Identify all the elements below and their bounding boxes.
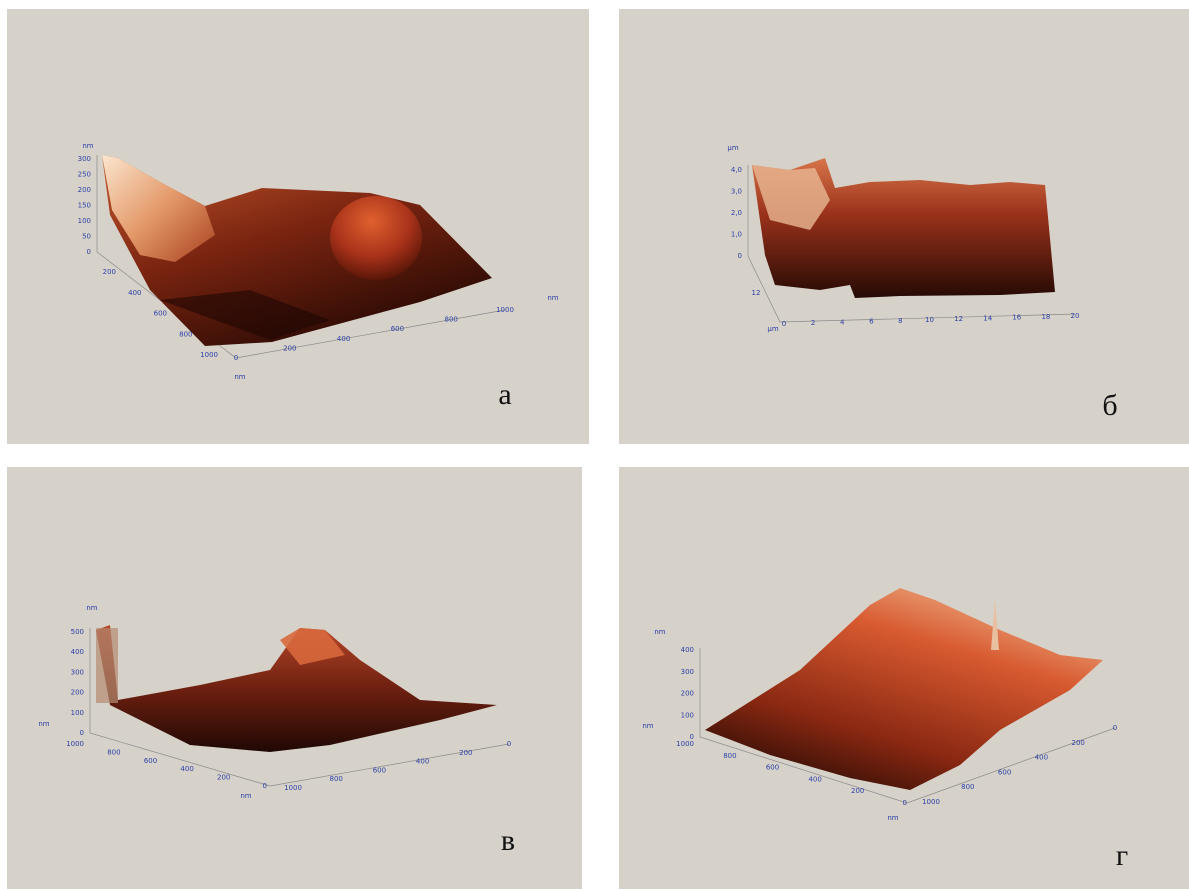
tick-label: 20 (1071, 312, 1080, 320)
axis-unit: nm (240, 792, 251, 800)
tick-label: 800 (179, 330, 192, 338)
surface (747, 158, 1076, 323)
tick-label: 0 (263, 782, 267, 790)
tick-label: 3,0 (731, 188, 742, 196)
tick-label: 800 (445, 316, 458, 324)
tick-label: 400 (416, 758, 429, 766)
tick-label: 500 (71, 628, 84, 636)
tick-label: 1000 (284, 784, 302, 792)
tick-label: 0 (738, 252, 742, 260)
axis-unit: nm (887, 814, 898, 822)
tick-label: 1000 (496, 306, 514, 314)
tick-label: 200 (851, 787, 864, 795)
tick-label: 0 (690, 733, 694, 741)
panel-label: б (1102, 389, 1117, 422)
tick-label: 600 (391, 325, 404, 333)
tick-label: 600 (766, 764, 779, 772)
tick-label: 150 (78, 202, 91, 210)
tick-label: 200 (71, 689, 84, 697)
tick-label: 12 (954, 315, 963, 323)
tick-label: 50 (82, 233, 91, 241)
tick-label: 1000 (676, 740, 694, 748)
axis-unit: nm (547, 294, 558, 302)
tick-label: 200 (459, 749, 472, 757)
tick-label: 12 (752, 289, 761, 297)
tick-label: 300 (78, 155, 91, 163)
tick-label: 1000 (200, 351, 218, 359)
tick-label: 0 (234, 354, 238, 362)
tick-label: 100 (78, 217, 91, 225)
tick-label: 400 (180, 765, 193, 773)
tick-label: 16 (1012, 314, 1021, 322)
tick-label: 0 (80, 729, 84, 737)
tick-label: 800 (723, 752, 736, 760)
tick-label: 14 (983, 314, 992, 322)
tick-label: 600 (154, 310, 167, 318)
tick-label: 800 (107, 748, 120, 756)
tick-label: 300 (681, 668, 694, 676)
tick-label: 200 (217, 774, 230, 782)
tick-label: 2,0 (731, 209, 742, 217)
tick-label: 300 (71, 668, 84, 676)
tick-label: 400 (681, 646, 694, 654)
tick-label: 8 (898, 317, 902, 325)
tick-label: 400 (808, 775, 821, 783)
axis-unit: nm (654, 628, 665, 636)
axis-unit: µm (767, 325, 778, 333)
axis-unit: nm (642, 722, 653, 730)
tick-label: 800 (330, 775, 343, 783)
surface (96, 155, 506, 359)
tick-label: 0 (782, 320, 786, 328)
surface (699, 588, 1116, 804)
tick-label: 200 (103, 268, 116, 276)
tick-label: 200 (283, 344, 296, 352)
tick-label: 250 (78, 171, 91, 179)
tick-label: 200 (681, 690, 694, 698)
tick-label: 200 (1072, 739, 1085, 747)
panel-label: а (498, 378, 511, 411)
tick-label: 10 (925, 316, 934, 324)
tick-label: 18 (1041, 313, 1050, 321)
tick-label: 100 (681, 711, 694, 719)
axis-unit: nm (86, 604, 97, 612)
tick-label: 1,0 (731, 231, 742, 239)
tick-label: 400 (128, 289, 141, 297)
panel-label: в (501, 824, 515, 857)
axis-unit: nm (38, 720, 49, 728)
tick-label: 4 (840, 318, 845, 326)
tick-label: 4,0 (731, 166, 742, 174)
tick-label: 0 (507, 740, 511, 748)
tick-label: 0 (1113, 724, 1117, 732)
tick-label: 6 (869, 318, 874, 326)
tick-label: 2 (811, 319, 815, 327)
tick-label: 1000 (922, 798, 940, 806)
tick-label: 600 (998, 768, 1011, 776)
axis-unit: nm (82, 142, 93, 150)
tick-label: 400 (71, 648, 84, 656)
tick-label: 100 (71, 709, 84, 717)
tick-label: 400 (337, 335, 350, 343)
tick-label: 1000 (66, 740, 84, 748)
panel-label: г (1116, 839, 1128, 872)
axis-unit: nm (234, 373, 245, 381)
tick-label: 200 (78, 186, 91, 194)
tick-label: 0 (87, 248, 91, 256)
surface (89, 625, 510, 787)
axis-unit: µm (727, 144, 738, 152)
tick-label: 600 (144, 757, 157, 765)
tick-label: 800 (961, 783, 974, 791)
tick-label: 0 (903, 799, 907, 807)
tick-label: 600 (373, 766, 386, 774)
tick-label: 400 (1035, 754, 1048, 762)
